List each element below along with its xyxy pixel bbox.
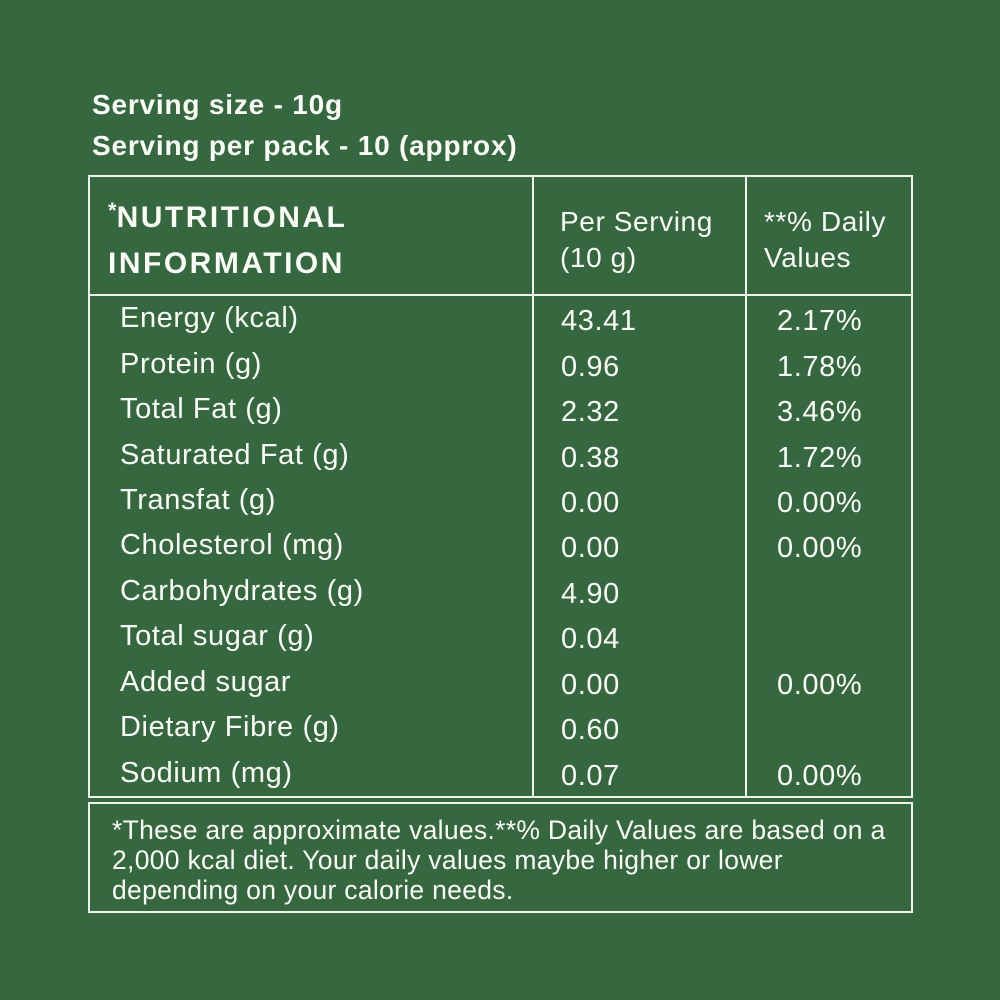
per-serving-value-text: 0.00 xyxy=(561,532,620,565)
per-serving-value: 2.32 xyxy=(532,386,745,433)
per-serving-value-text: 0.38 xyxy=(561,441,620,474)
table-title-line1: *NUTRITIONAL xyxy=(108,196,347,242)
nutrition-table: *NUTRITIONAL INFORMATION Per Serving (10… xyxy=(88,175,913,798)
nutrient-label-text: Total Fat (g) xyxy=(120,393,283,426)
per-serving-value-text: 0.04 xyxy=(561,623,620,656)
daily-value: 0.00% xyxy=(745,477,911,524)
header-per-serving-cell: Per Serving (10 g) xyxy=(532,177,745,296)
table-row: Sodium (mg) 0.07 0.00% xyxy=(90,750,911,796)
serving-per-pack-text: Serving per pack - 10 (approx) xyxy=(92,130,518,161)
per-serving-value: 0.96 xyxy=(532,341,745,387)
daily-value-text: 0.00% xyxy=(777,759,863,792)
daily-value: 0.00% xyxy=(745,523,911,569)
nutrient-label-text: Protein (g) xyxy=(120,347,262,380)
footnote-box: *These are approximate values.**% Daily … xyxy=(88,802,913,913)
daily-value-text: 3.46% xyxy=(777,396,863,429)
serving-size-text: Serving size - 10g xyxy=(92,89,343,120)
per-serving-value-text: 0.96 xyxy=(561,350,620,383)
per-serving-value-text: 0.07 xyxy=(561,759,620,792)
nutrient-label: Protein (g) xyxy=(90,341,532,386)
nutrient-label-text: Dietary Fibre (g) xyxy=(120,711,340,744)
nutrient-label: Saturated Fat (g) xyxy=(90,432,532,477)
serving-info: Serving size - 10g Serving per pack - 10… xyxy=(92,84,517,166)
daily-value: 0.00% xyxy=(745,659,911,706)
nutrient-label-text: Carbohydrates (g) xyxy=(120,574,364,607)
daily-value: 3.46% xyxy=(745,386,911,433)
per-serving-value: 0.00 xyxy=(532,523,745,569)
per-serving-value-text: 2.32 xyxy=(561,396,620,429)
nutrient-label: Total Fat (g) xyxy=(90,387,532,432)
daily-value xyxy=(745,705,911,751)
nutrient-label: Cholesterol (mg) xyxy=(90,523,532,568)
per-serving-value: 0.38 xyxy=(532,432,745,478)
daily-values-header-line2: Values xyxy=(764,241,852,273)
per-serving-value-text: 0.00 xyxy=(561,487,620,520)
daily-value xyxy=(745,568,911,615)
table-title-line2: INFORMATION xyxy=(108,246,345,280)
per-serving-value: 0.04 xyxy=(532,614,745,660)
nutrient-label: Added sugar xyxy=(90,660,532,705)
table-title-text1: NUTRITIONAL xyxy=(116,200,348,234)
nutrient-label: Carbohydrates (g) xyxy=(90,569,532,614)
daily-value-text: 0.00% xyxy=(777,532,863,565)
header-title-cell: *NUTRITIONAL INFORMATION xyxy=(90,177,532,296)
nutrient-label-text: Added sugar xyxy=(120,665,292,698)
per-serving-value: 0.00 xyxy=(532,477,745,524)
nutrient-label: Dietary Fibre (g) xyxy=(90,705,532,750)
per-serving-value: 0.07 xyxy=(532,750,745,796)
nutrient-label-text: Transfat (g) xyxy=(120,484,276,517)
per-serving-value: 43.41 xyxy=(532,296,745,342)
per-serving-value-text: 0.00 xyxy=(561,668,620,701)
per-serving-header-line1: Per Serving xyxy=(560,205,713,237)
nutrient-label-text: Energy (kcal) xyxy=(120,302,299,335)
per-serving-value: 0.60 xyxy=(532,705,745,751)
nutrient-label-text: Saturated Fat (g) xyxy=(120,438,350,471)
table-row: Cholesterol (mg) 0.00 0.00% xyxy=(90,523,911,569)
per-serving-value-text: 43.41 xyxy=(561,305,637,338)
nutrient-label-text: Cholesterol (mg) xyxy=(120,529,344,562)
nutrient-label: Total sugar (g) xyxy=(90,614,532,659)
table-row: Protein (g) 0.96 1.78% xyxy=(90,341,911,387)
table-row: Transfat (g) 0.00 0.00% xyxy=(90,477,911,524)
table-row: Dietary Fibre (g) 0.60 xyxy=(90,705,911,751)
nutrient-label-text: Sodium (mg) xyxy=(120,756,293,789)
daily-value: 1.72% xyxy=(745,432,911,478)
table-row: Saturated Fat (g) 0.38 1.72% xyxy=(90,432,911,478)
table-row: Total Fat (g) 2.32 3.46% xyxy=(90,386,911,433)
nutrient-label: Energy (kcal) xyxy=(90,296,532,341)
table-row: Total sugar (g) 0.04 xyxy=(90,614,911,660)
daily-values-header-line1: **% Daily xyxy=(764,205,887,237)
daily-value: 2.17% xyxy=(745,296,911,342)
table-row: Carbohydrates (g) 4.90 xyxy=(90,568,911,615)
per-serving-header-line2: (10 g) xyxy=(560,241,637,273)
daily-value-text: 1.72% xyxy=(777,441,863,474)
daily-value: 0.00% xyxy=(745,750,911,796)
per-serving-value-text: 0.60 xyxy=(561,714,620,747)
nutrient-label-text: Total sugar (g) xyxy=(120,620,315,653)
per-serving-value: 0.00 xyxy=(532,659,745,706)
footnote-text: *These are approximate values.**% Daily … xyxy=(112,815,886,905)
per-serving-value-text: 4.90 xyxy=(561,577,620,610)
nutrient-label: Sodium (mg) xyxy=(90,751,532,796)
per-serving-value: 4.90 xyxy=(532,568,745,615)
daily-value-text: 0.00% xyxy=(777,487,863,520)
title-asterisk: * xyxy=(108,197,117,223)
daily-value-text: 2.17% xyxy=(777,305,863,338)
table-row: Added sugar 0.00 0.00% xyxy=(90,659,911,706)
daily-value xyxy=(745,614,911,660)
header-daily-values-cell: **% Daily Values xyxy=(745,177,911,296)
daily-value: 1.78% xyxy=(745,341,911,387)
daily-value-text: 1.78% xyxy=(777,350,863,383)
daily-value-text: 0.00% xyxy=(777,668,863,701)
table-row: Energy (kcal) 43.41 2.17% xyxy=(90,296,911,342)
table-header-row: *NUTRITIONAL INFORMATION Per Serving (10… xyxy=(90,177,911,296)
nutrient-label: Transfat (g) xyxy=(90,478,532,523)
